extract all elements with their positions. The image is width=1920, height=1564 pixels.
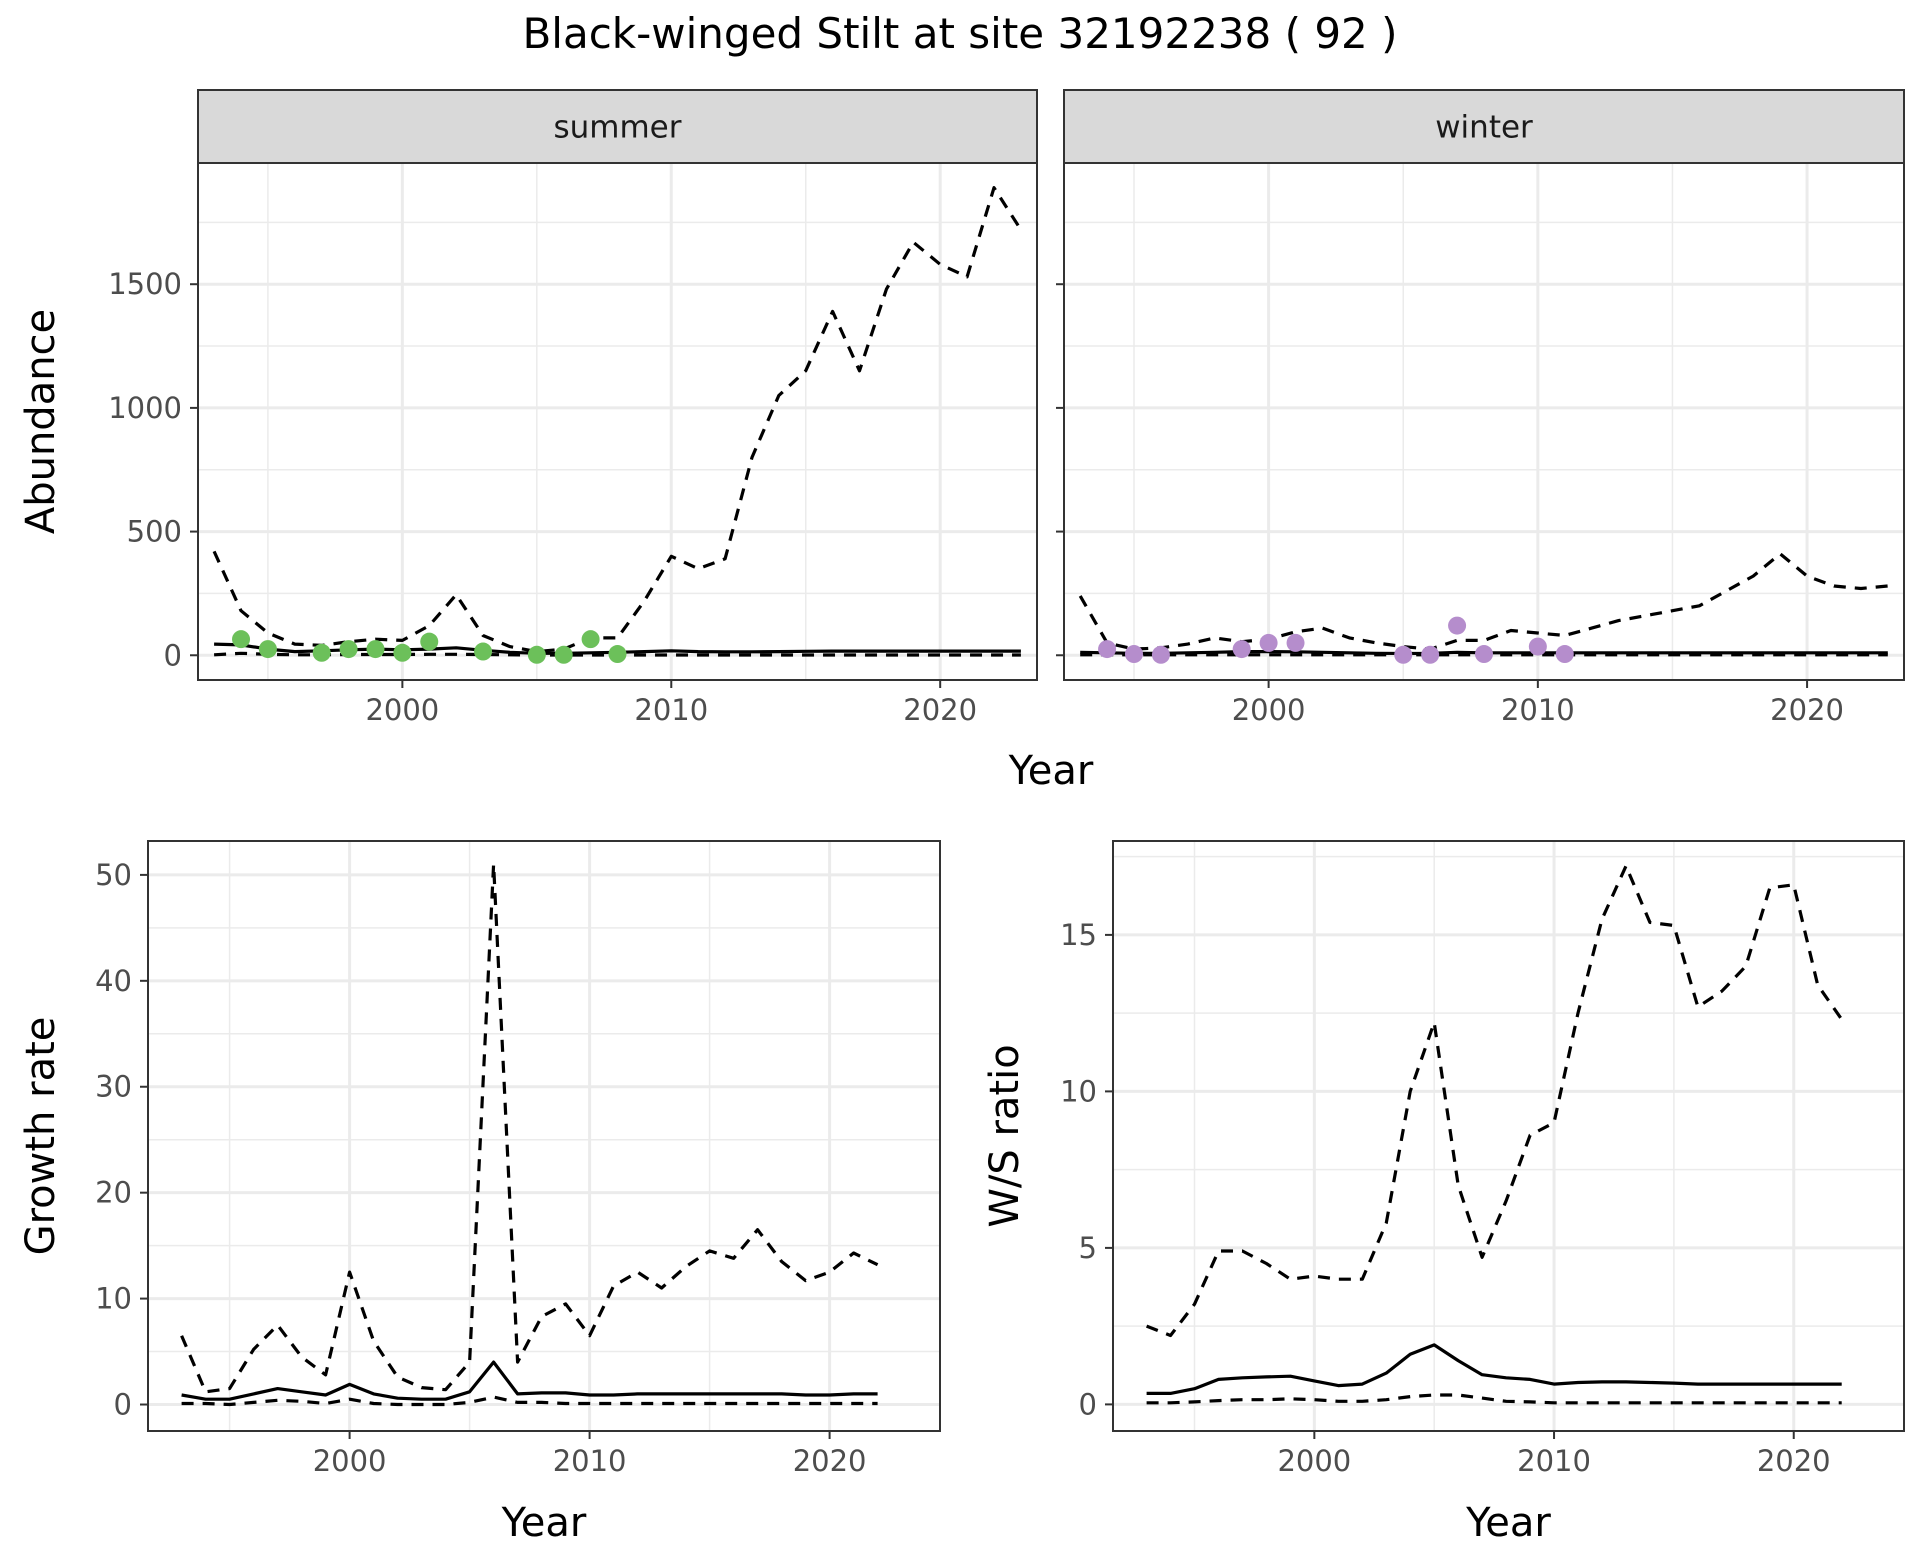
data-point (1421, 645, 1440, 664)
panel-border (147, 840, 941, 1432)
x-tick-label: 2000 (365, 693, 439, 727)
plot-background (198, 163, 1037, 680)
series-line-dashed-lower (181, 1395, 878, 1407)
data-point (1286, 633, 1305, 652)
y-tick-label: 0 (1079, 1387, 1097, 1421)
facet-strip (1063, 89, 1905, 164)
y-tick-label: 5 (1079, 1231, 1097, 1265)
series-line-dashed-upper (212, 186, 1023, 654)
data-point (1475, 645, 1493, 664)
panel-panel3: 2000 2010 2020 0 5 10 15 (1060, 840, 1905, 1478)
x-tick-label: 2010 (553, 1444, 627, 1478)
data-point (527, 645, 546, 664)
facet-strip (197, 89, 1038, 164)
data-point (420, 632, 439, 651)
data-point (581, 630, 600, 649)
data-point (474, 642, 493, 661)
data-point (232, 630, 251, 649)
facet-strip-label: winter (1435, 110, 1533, 146)
series-line-dashed-upper (180, 862, 879, 1394)
series-line-solid (1146, 1343, 1842, 1395)
x-axis-title-2: Year (501, 1500, 587, 1546)
panel-border (1112, 840, 1905, 1432)
plot-background (1064, 163, 1904, 680)
data-point (1394, 645, 1413, 664)
series-line-solid (181, 1360, 878, 1401)
data-point (1125, 645, 1143, 664)
y-tick-label: 10 (95, 1282, 132, 1316)
y-tick-label: 1000 (108, 391, 182, 425)
x-tick-label: 2020 (1757, 1444, 1831, 1478)
data-point (608, 645, 627, 664)
panel-winter: winter 2000 2010 2020 (1056, 89, 1905, 727)
y-tick-label: 40 (95, 964, 132, 998)
y-axis-title-2: Growth rate (18, 1017, 64, 1256)
panel-panel2: 2000 2010 2020 0 10 20 30 40 50 (95, 840, 941, 1478)
x-tick-label: 2020 (903, 693, 977, 727)
y-tick-label: 10 (1060, 1074, 1097, 1108)
x-tick-label: 2000 (313, 1444, 387, 1478)
x-tick-label: 2010 (1501, 693, 1575, 727)
top-x-axis-title: Year (1008, 748, 1094, 794)
data-point (1151, 645, 1170, 664)
x-tick-label: 2000 (1277, 1444, 1351, 1478)
data-point (1448, 616, 1467, 635)
y-tick-label: 50 (95, 858, 132, 892)
y-tick-label: 500 (127, 515, 182, 549)
data-point (1528, 637, 1547, 656)
series-line-dashed-upper (1078, 552, 1888, 651)
x-axis-title-3: Year (1465, 1500, 1551, 1546)
data-point (312, 643, 331, 662)
panel-summer: summer 2000 2010 2020 0 500 1000 1500 (108, 89, 1038, 727)
data-point (1232, 640, 1251, 659)
top-y-axis-title: Abundance (18, 309, 64, 534)
data-point (339, 640, 358, 659)
data-point (393, 643, 412, 662)
facet-strip-label: summer (553, 110, 681, 146)
data-point (1098, 640, 1117, 659)
y-tick-label: 1500 (108, 267, 182, 301)
x-tick-label: 2010 (634, 693, 708, 727)
plot-background (148, 841, 940, 1431)
series-line-dashed-upper (1146, 864, 1844, 1338)
x-tick-label: 2010 (1517, 1444, 1591, 1478)
y-tick-label: 20 (95, 1176, 132, 1210)
y-tick-label: 30 (95, 1070, 132, 1104)
series-line-dashed-lower (1146, 1393, 1842, 1405)
plot-background (1113, 841, 1904, 1431)
data-point (258, 640, 277, 659)
y-tick-label: 0 (114, 1388, 132, 1422)
data-point (1259, 633, 1278, 652)
figure-title: Black-winged Stilt at site 32192238 ( 92… (522, 9, 1397, 58)
data-point (1555, 645, 1574, 664)
y-axis-title-3: W/S ratio (982, 1044, 1028, 1227)
x-tick-label: 2020 (1770, 693, 1844, 727)
x-tick-label: 2020 (793, 1444, 867, 1478)
y-tick-label: 15 (1060, 918, 1097, 952)
data-point (366, 640, 385, 659)
x-tick-label: 2000 (1232, 693, 1306, 727)
y-tick-label: 0 (164, 638, 182, 672)
data-point (554, 645, 573, 664)
